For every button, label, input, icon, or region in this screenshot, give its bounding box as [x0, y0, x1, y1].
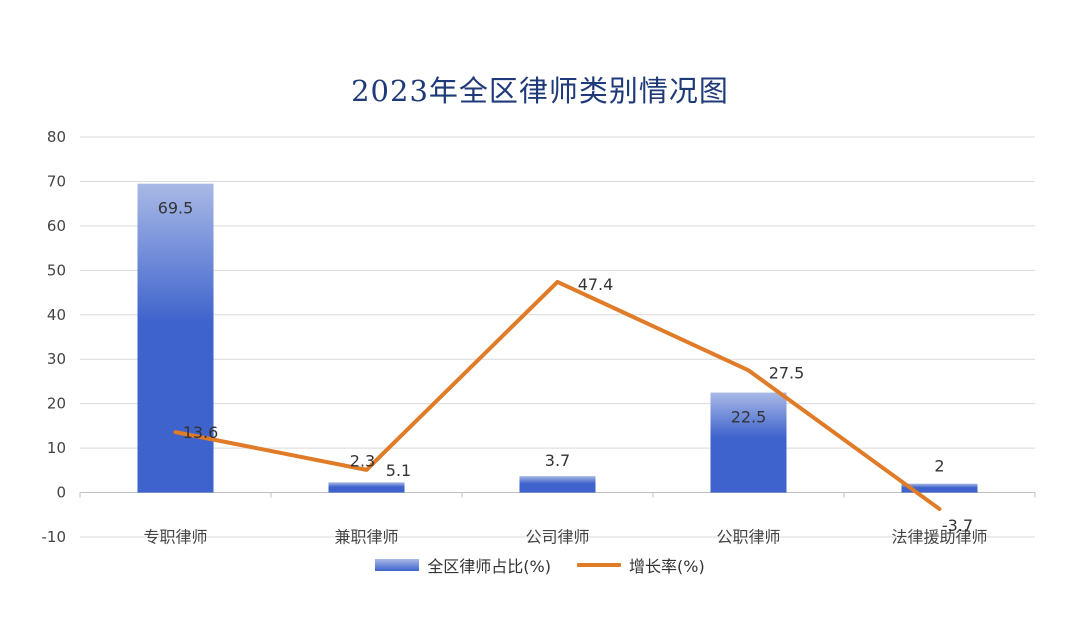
- legend-item-bar: 全区律师占比(%): [375, 553, 551, 577]
- y-tick-label: -10: [42, 528, 67, 546]
- legend-bar-label: 全区律师占比(%): [427, 557, 551, 576]
- y-tick-label: 60: [47, 217, 66, 235]
- bar-data-label: 3.7: [545, 451, 570, 470]
- line-data-label: 47.4: [578, 275, 614, 294]
- x-tick-label: 法律援助律师: [891, 528, 987, 547]
- x-tick-label: 公司律师: [525, 528, 589, 547]
- line-data-label: 27.5: [769, 363, 805, 382]
- legend-line-swatch: [577, 563, 621, 567]
- x-tick-label: 兼职律师: [334, 528, 398, 547]
- legend-bar-swatch: [375, 559, 420, 571]
- bar-data-label: 2: [934, 457, 944, 476]
- y-tick-label: 20: [47, 395, 66, 413]
- legend: 全区律师占比(%) 增长率(%): [0, 553, 1080, 577]
- line-series-growth: [173, 279, 942, 511]
- chart-title: 2023年全区律师类别情况图: [351, 74, 729, 108]
- x-tick-label: 专职律师: [143, 528, 207, 547]
- bar-data-label: 69.5: [158, 199, 194, 218]
- y-tick-label: 30: [47, 350, 66, 368]
- x-tick-label: 公职律师: [716, 528, 780, 547]
- line-data-label: 13.6: [183, 423, 219, 442]
- bar: [328, 482, 405, 493]
- y-tick-label: 40: [47, 306, 66, 324]
- y-tick-label: 10: [47, 439, 66, 457]
- bar-data-label: 2.3: [350, 451, 375, 470]
- line-data-label: -3.7: [942, 516, 973, 535]
- y-tick-label: 80: [47, 128, 66, 146]
- line-data-label: 5.1: [386, 461, 411, 480]
- bar: [137, 183, 214, 493]
- bar: [519, 476, 596, 493]
- legend-line-label: 增长率(%): [629, 557, 705, 576]
- bar: [710, 392, 787, 493]
- bar-data-label: 22.5: [731, 408, 767, 427]
- y-tick-label: 70: [47, 172, 66, 190]
- bar: [901, 483, 978, 493]
- y-tick-label: 0: [56, 484, 66, 502]
- y-tick-label: 50: [47, 261, 66, 279]
- legend-item-line: 增长率(%): [577, 553, 705, 577]
